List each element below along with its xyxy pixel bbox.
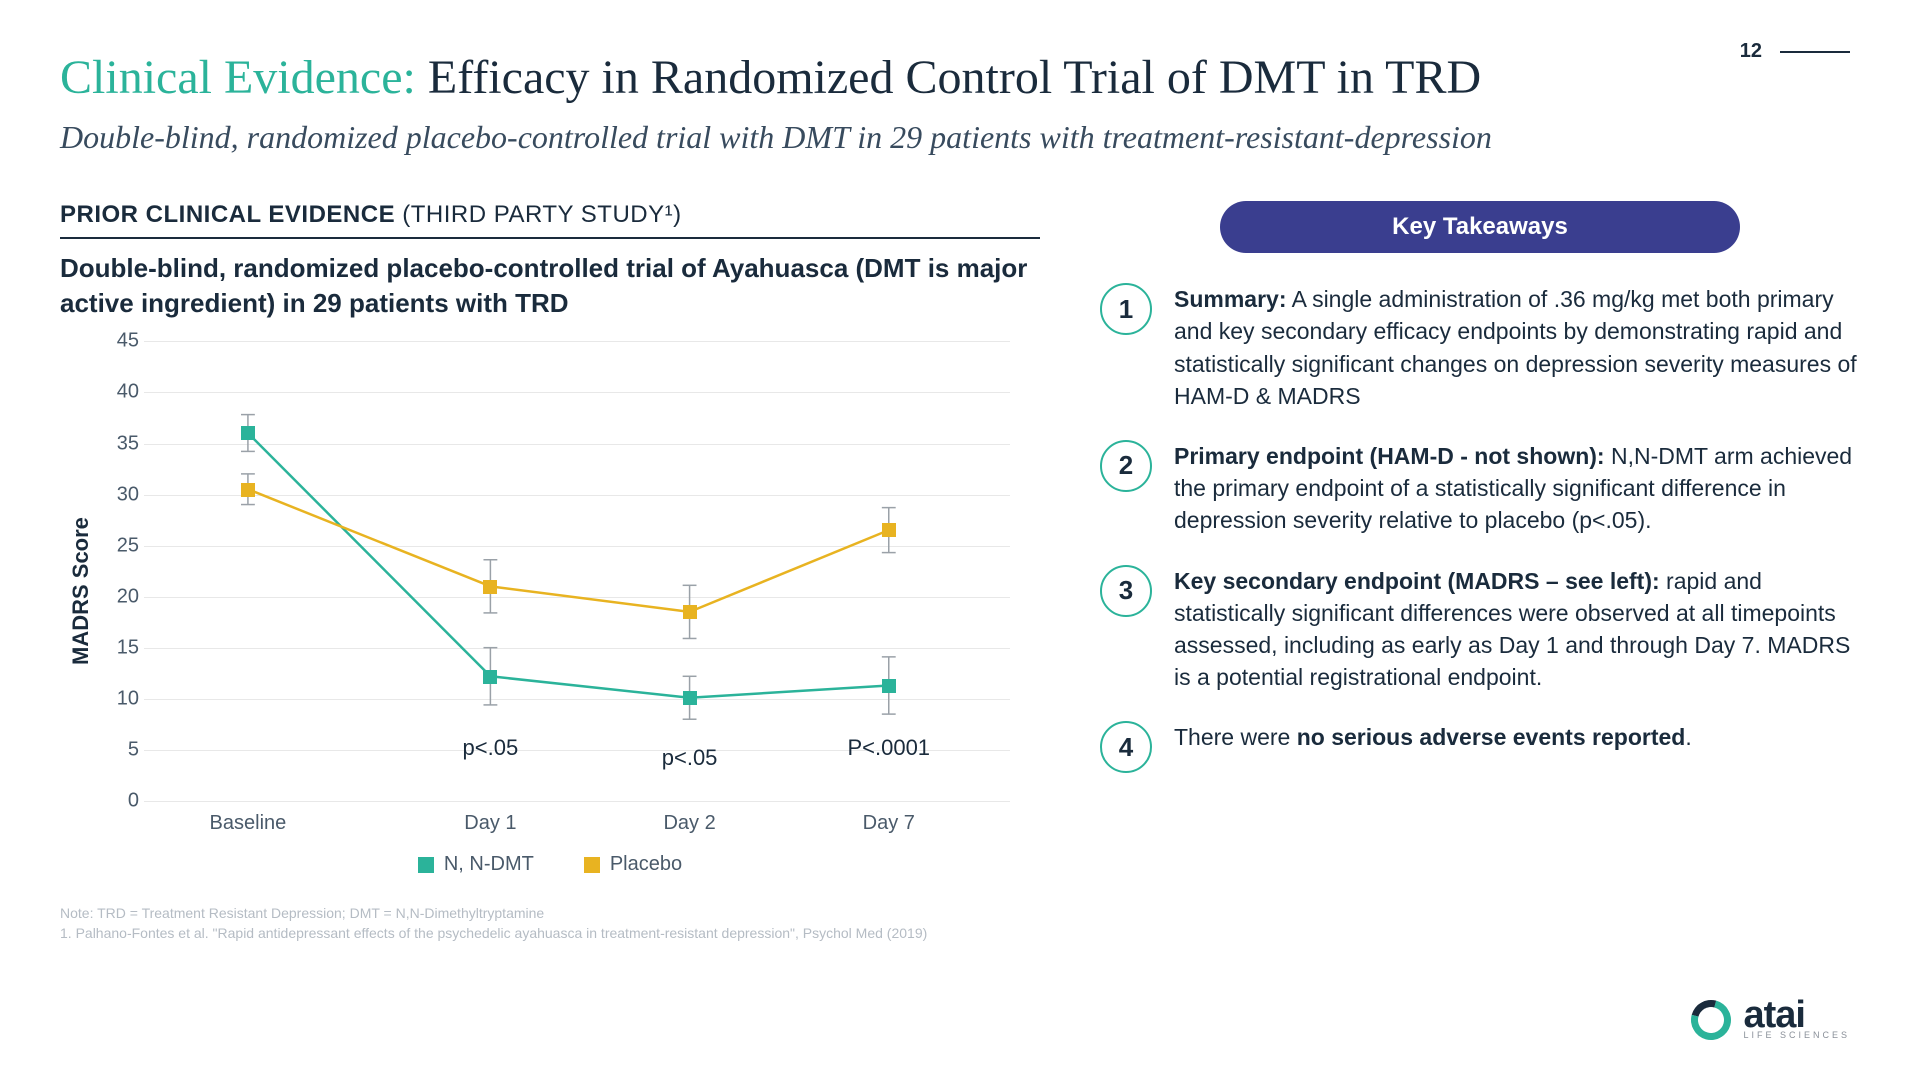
- chart-point-placebo: [483, 580, 497, 594]
- ytick-label: 40: [99, 381, 139, 404]
- chart-point-nndmt: [483, 670, 497, 684]
- xtick-label: Day 7: [863, 812, 915, 835]
- title-prefix: Clinical Evidence:: [60, 51, 416, 104]
- takeaway-text: Summary: A single administration of .36 …: [1174, 283, 1860, 412]
- footnote-line: 1. Palhano-Fontes et al. "Rapid antidepr…: [60, 924, 1040, 944]
- chart-point-nndmt: [241, 426, 255, 440]
- takeaway-text: There were no serious adverse events rep…: [1174, 721, 1692, 773]
- chart-legend: N, N-DMT Placebo: [60, 853, 1040, 876]
- title-rest: Efficacy in Randomized Control Trial of …: [416, 51, 1481, 104]
- legend-item: Placebo: [584, 853, 682, 876]
- evidence-header-rest: (THIRD PARTY STUDY¹): [395, 201, 682, 228]
- logo-subtext: LIFE SCIENCES: [1743, 1030, 1850, 1040]
- takeaway-text: Primary endpoint (HAM-D - not shown): N,…: [1174, 440, 1860, 537]
- takeaway-text: Key secondary endpoint (MADRS – see left…: [1174, 565, 1860, 694]
- xtick-label: Baseline: [210, 812, 287, 835]
- ytick-label: 35: [99, 432, 139, 455]
- footnote-line: Note: TRD = Treatment Resistant Depressi…: [60, 904, 1040, 924]
- takeaway-item: 3 Key secondary endpoint (MADRS – see lef…: [1100, 565, 1860, 694]
- xtick-label: Day 1: [464, 812, 516, 835]
- takeaway-item: 2 Primary endpoint (HAM-D - not shown): N…: [1100, 440, 1860, 537]
- evidence-header-bold: PRIOR CLINICAL EVIDENCE: [60, 201, 395, 228]
- ytick-label: 0: [99, 790, 139, 813]
- page-number: 12: [1740, 40, 1850, 63]
- ytick-label: 45: [99, 330, 139, 353]
- madrs-chart: MADRS Score 051015202530354045BaselineDa…: [60, 341, 1040, 841]
- evidence-header: PRIOR CLINICAL EVIDENCE (THIRD PARTY STU…: [60, 201, 1040, 239]
- ytick-label: 10: [99, 688, 139, 711]
- chart-title: Double-blind, randomized placebo-control…: [60, 251, 1040, 321]
- takeaway-number-badge: 2: [1100, 440, 1152, 492]
- ytick-label: 20: [99, 585, 139, 608]
- ytick-label: 30: [99, 483, 139, 506]
- chart-point-placebo: [882, 523, 896, 537]
- takeaway-number-badge: 1: [1100, 283, 1152, 335]
- takeaways-header: Key Takeaways: [1220, 201, 1740, 253]
- logo-text: atai: [1743, 1000, 1850, 1030]
- ytick-label: 15: [99, 637, 139, 660]
- ytick-label: 5: [99, 739, 139, 762]
- chart-point-nndmt: [882, 679, 896, 693]
- chart-pvalue-annotation: P<.0001: [847, 735, 930, 761]
- takeaway-item: 4 There were no serious adverse events re…: [1100, 721, 1860, 773]
- legend-item: N, N-DMT: [418, 853, 534, 876]
- ytick-label: 25: [99, 534, 139, 557]
- page-title: Clinical Evidence: Efficacy in Randomize…: [60, 50, 1860, 105]
- footnote: Note: TRD = Treatment Resistant Depressi…: [60, 904, 1040, 943]
- chart-ylabel: MADRS Score: [60, 341, 94, 841]
- logo-ring-icon: [1684, 992, 1739, 1047]
- chart-pvalue-annotation: p<.05: [463, 735, 519, 761]
- chart-point-nndmt: [683, 691, 697, 705]
- chart-point-placebo: [241, 483, 255, 497]
- legend-swatch: [418, 857, 434, 873]
- takeaway-item: 1 Summary: A single administration of .36…: [1100, 283, 1860, 412]
- takeaway-number-badge: 3: [1100, 565, 1152, 617]
- legend-label: Placebo: [610, 853, 682, 876]
- legend-swatch: [584, 857, 600, 873]
- atai-logo: atai LIFE SCIENCES: [1691, 1000, 1850, 1040]
- chart-pvalue-annotation: p<.05: [662, 745, 718, 771]
- xtick-label: Day 2: [663, 812, 715, 835]
- legend-label: N, N-DMT: [444, 853, 534, 876]
- chart-point-placebo: [683, 605, 697, 619]
- takeaway-number-badge: 4: [1100, 721, 1152, 773]
- page-subtitle: Double-blind, randomized placebo-control…: [60, 119, 1860, 156]
